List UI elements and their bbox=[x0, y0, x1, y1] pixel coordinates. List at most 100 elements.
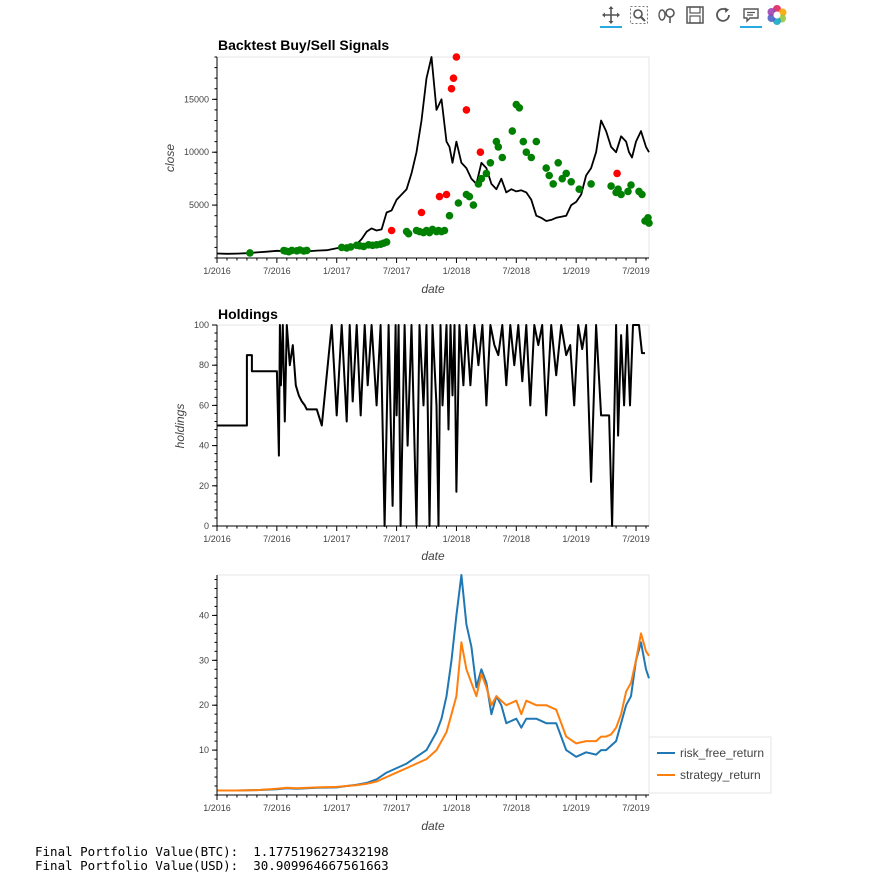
buy-signal-marker bbox=[520, 138, 528, 146]
series-line-holdings bbox=[217, 325, 645, 526]
x-tick-label: 1/2016 bbox=[203, 534, 231, 544]
buy-signal-marker bbox=[487, 159, 495, 167]
buy-signal-marker bbox=[554, 159, 562, 167]
y-tick-label: 30 bbox=[199, 655, 209, 665]
y-tick-label: 0 bbox=[204, 521, 209, 531]
sell-signal-marker bbox=[450, 74, 458, 82]
x-tick-label: 7/2016 bbox=[263, 266, 291, 276]
y-tick-label: 10000 bbox=[184, 147, 209, 157]
x-tick-label: 7/2018 bbox=[503, 266, 531, 276]
buy-signal-marker bbox=[495, 143, 503, 151]
legend-label-risk-free-return[interactable]: risk_free_return bbox=[680, 746, 764, 760]
buy-signal-marker bbox=[545, 172, 553, 180]
buy-signal-marker bbox=[509, 127, 517, 135]
x-tick-label: 7/2017 bbox=[383, 534, 411, 544]
x-tick-label: 1/2017 bbox=[323, 266, 351, 276]
buy-signal-marker bbox=[627, 181, 635, 189]
buy-signal-marker bbox=[575, 185, 583, 193]
holdings-panel: Holdings 1/2016 7/2016 1/2017 7/2017 1/2018 7… bbox=[173, 306, 650, 563]
x-tick-label: 1/2018 bbox=[443, 266, 471, 276]
y-tick-label: 100 bbox=[194, 320, 209, 330]
buy-signal-marker bbox=[499, 154, 507, 162]
x-tick-label: 7/2016 bbox=[263, 534, 291, 544]
buy-signal-marker bbox=[528, 154, 536, 162]
y-tick-label: 20 bbox=[199, 700, 209, 710]
y-tick-label: 5000 bbox=[189, 200, 209, 210]
buy-signal-marker bbox=[638, 191, 646, 199]
signals-ylabel: close bbox=[163, 144, 177, 172]
x-tick-label: 7/2017 bbox=[383, 803, 411, 813]
buy-signal-marker bbox=[470, 201, 478, 209]
y-tick-label: 40 bbox=[199, 610, 209, 620]
y-tick-label: 10 bbox=[199, 745, 209, 755]
holdings-ylabel: holdings bbox=[173, 404, 187, 449]
buy-signal-marker bbox=[466, 193, 474, 201]
x-tick-label: 1/2019 bbox=[562, 534, 590, 544]
buy-signal-marker bbox=[562, 170, 570, 178]
returns-xlabel: date bbox=[421, 819, 445, 833]
x-tick-label: 1/2017 bbox=[323, 803, 351, 813]
signals-xlabel: date bbox=[421, 282, 445, 296]
x-tick-label: 1/2016 bbox=[203, 266, 231, 276]
buy-signal-marker bbox=[455, 199, 463, 207]
series-line-strategy-return bbox=[217, 633, 649, 790]
signals-panel: Backtest Buy/Sell Signals 1/2016 7/2016 1/… bbox=[163, 37, 653, 296]
buy-signal-marker bbox=[516, 104, 524, 112]
x-tick-label: 7/2019 bbox=[622, 534, 650, 544]
y-tick-label: 40 bbox=[199, 441, 209, 451]
buy-signal-marker bbox=[303, 247, 311, 255]
buy-signal-marker bbox=[617, 191, 625, 199]
holdings-title: Holdings bbox=[218, 306, 278, 322]
returns-panel: 1/2016 7/2016 1/2017 7/2017 1/2018 7/2018 1/20… bbox=[199, 575, 771, 833]
sell-signal-marker bbox=[436, 193, 444, 201]
x-tick-label: 7/2019 bbox=[622, 803, 650, 813]
sell-signal-marker bbox=[418, 209, 426, 217]
sell-signal-marker bbox=[463, 106, 471, 114]
returns-plot-frame bbox=[217, 575, 649, 795]
x-tick-label: 1/2016 bbox=[203, 803, 231, 813]
y-tick-label: 20 bbox=[199, 481, 209, 491]
buy-signal-marker bbox=[533, 138, 541, 146]
x-tick-label: 1/2019 bbox=[562, 803, 590, 813]
x-tick-label: 1/2018 bbox=[443, 803, 471, 813]
series-line-close bbox=[217, 57, 649, 254]
buy-signal-marker bbox=[441, 227, 449, 235]
buy-signal-marker bbox=[549, 180, 557, 188]
output-btc-line: Final Portfolio Value(BTC): 1.1775196273… bbox=[35, 845, 389, 859]
buy-signal-marker bbox=[567, 178, 575, 186]
returns-legend[interactable]: risk_free_return strategy_return bbox=[649, 737, 771, 793]
y-tick-label: 80 bbox=[199, 360, 209, 370]
buy-signal-marker bbox=[446, 212, 454, 220]
buy-signal-marker bbox=[383, 238, 391, 246]
buy-signal-marker bbox=[483, 170, 491, 178]
buy-signal-marker bbox=[246, 249, 254, 257]
sell-signal-marker bbox=[448, 85, 456, 93]
sell-signal-marker bbox=[477, 148, 485, 156]
sell-signal-marker bbox=[443, 191, 451, 199]
console-output: Final Portfolio Value(BTC): 1.1775196273… bbox=[35, 845, 389, 873]
x-tick-label: 7/2019 bbox=[622, 266, 650, 276]
sell-signal-marker bbox=[613, 170, 621, 178]
x-tick-label: 1/2019 bbox=[562, 266, 590, 276]
x-tick-label: 7/2018 bbox=[503, 803, 531, 813]
sell-signal-marker bbox=[388, 227, 396, 235]
sell-signal-marker bbox=[453, 53, 461, 61]
output-usd-line: Final Portfolio Value(USD): 30.909964667… bbox=[35, 859, 389, 873]
series-line-risk-free-return bbox=[217, 575, 649, 791]
buy-signal-marker bbox=[542, 164, 550, 172]
y-tick-label: 60 bbox=[199, 400, 209, 410]
buy-signal-marker bbox=[405, 230, 413, 238]
buy-signal-marker bbox=[607, 182, 615, 190]
holdings-xlabel: date bbox=[421, 549, 445, 563]
y-tick-label: 15000 bbox=[184, 94, 209, 104]
x-tick-label: 7/2018 bbox=[503, 534, 531, 544]
x-tick-label: 7/2016 bbox=[263, 803, 291, 813]
x-tick-label: 7/2017 bbox=[383, 266, 411, 276]
buy-signal-marker bbox=[645, 219, 653, 227]
x-tick-label: 1/2017 bbox=[323, 534, 351, 544]
legend-label-strategy-return[interactable]: strategy_return bbox=[680, 768, 761, 782]
buy-signal-marker bbox=[587, 180, 595, 188]
signals-title: Backtest Buy/Sell Signals bbox=[218, 37, 389, 53]
x-tick-label: 1/2018 bbox=[443, 534, 471, 544]
